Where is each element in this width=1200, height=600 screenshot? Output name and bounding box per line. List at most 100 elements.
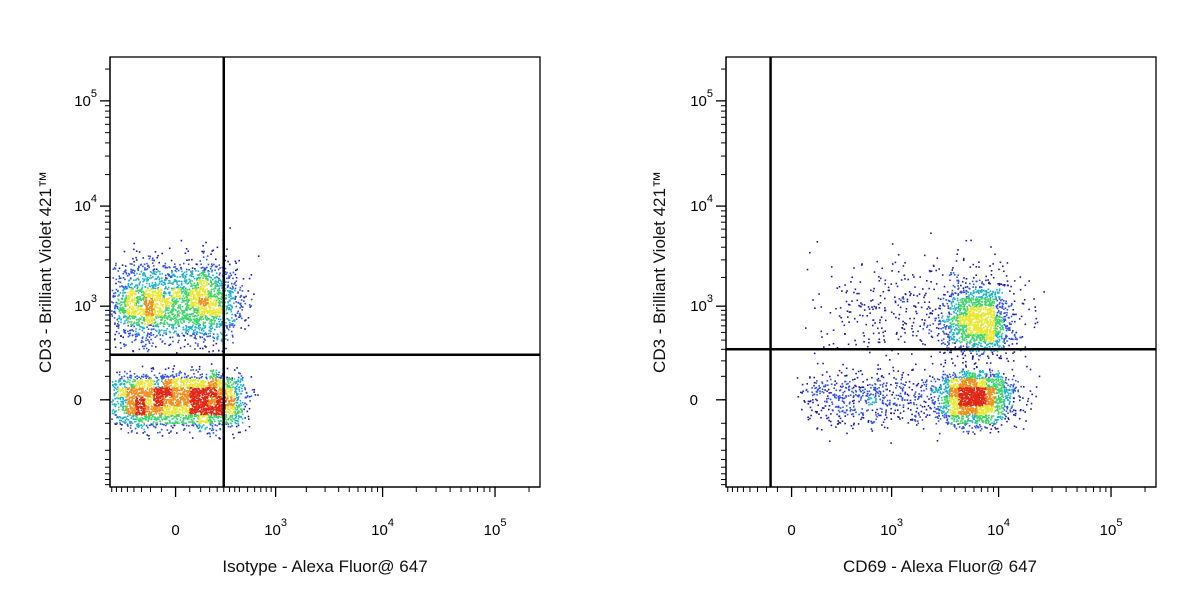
event-dot: [152, 276, 154, 278]
event-dot: [226, 395, 229, 398]
event-dot: [132, 301, 134, 303]
event-dot: [140, 403, 142, 405]
event-dot: [170, 406, 172, 409]
event-dot: [140, 427, 143, 429]
event-dot: [205, 285, 207, 287]
event-dot: [201, 270, 204, 272]
event-dot: [215, 317, 218, 320]
event-dot: [184, 393, 186, 396]
event-dot: [231, 389, 233, 392]
event-dot: [124, 370, 126, 373]
event-dot: [210, 253, 212, 255]
event-dot: [138, 384, 141, 387]
event-dot: [147, 292, 150, 295]
event-dot: [227, 390, 230, 393]
event-dot: [129, 292, 131, 295]
event-dot: [156, 377, 158, 379]
event-dot: [203, 282, 205, 284]
event-dot: [173, 392, 176, 395]
event-dot: [147, 397, 149, 400]
event-dot: [202, 271, 205, 274]
event-dot: [163, 418, 166, 420]
event-dot: [184, 401, 187, 403]
event-dot: [147, 398, 149, 401]
event-dot: [152, 368, 155, 370]
event-dot: [134, 404, 136, 407]
event-dot: [127, 378, 129, 381]
event-dot: [214, 382, 216, 385]
event-dot: [137, 306, 139, 308]
event-dot: [236, 401, 239, 404]
event-dot: [201, 287, 204, 289]
event-dot: [116, 305, 119, 308]
event-dot: [180, 413, 182, 416]
event-dot: [131, 263, 133, 265]
event-dot: [228, 400, 231, 403]
event-dot: [148, 412, 151, 414]
event-dot: [140, 289, 142, 291]
event-dot: [187, 263, 190, 266]
event-dot: [132, 287, 134, 290]
event-dot: [205, 421, 207, 424]
event-dot: [167, 282, 169, 285]
event-dot: [233, 398, 235, 400]
event-dot: [180, 267, 182, 269]
event-dot: [163, 279, 166, 282]
event-dot: [143, 317, 145, 319]
event-dot: [136, 324, 138, 326]
event-dot: [155, 419, 157, 421]
event-dot: [160, 292, 162, 295]
event-dot: [175, 415, 178, 418]
event-dot: [233, 302, 235, 304]
event-dot: [174, 385, 177, 387]
event-dot: [137, 426, 140, 429]
event-dot: [193, 277, 196, 280]
event-dot: [131, 305, 133, 308]
event-dot: [166, 323, 169, 325]
event-dot: [198, 307, 201, 309]
event-dot: [121, 377, 123, 380]
event-dot: [253, 293, 255, 295]
event-dot: [185, 287, 187, 290]
event-dot: [145, 343, 147, 346]
event-dot: [187, 318, 189, 321]
event-dot: [123, 307, 125, 310]
event-dot: [159, 294, 161, 297]
event-dot: [160, 428, 163, 431]
event-dot: [171, 308, 174, 310]
event-dot: [208, 293, 210, 295]
event-dot: [182, 384, 185, 387]
event-dot: [130, 377, 132, 379]
event-dot: [151, 299, 153, 301]
event-dot: [145, 315, 148, 318]
event-dot: [197, 427, 200, 430]
event-dot: [152, 422, 154, 425]
event-dot: [192, 384, 194, 386]
event-dot: [151, 424, 154, 426]
event-dot: [194, 284, 196, 287]
event-dot: [202, 303, 205, 305]
event-dot: [171, 422, 173, 424]
event-dot: [158, 372, 161, 375]
event-dot: [120, 335, 122, 337]
event-dot: [218, 274, 221, 276]
event-dot: [117, 386, 119, 388]
event-dot: [162, 376, 165, 378]
event-dot: [220, 323, 222, 325]
event-dot: [167, 381, 169, 384]
event-dot: [150, 397, 153, 399]
event-dot: [218, 264, 221, 266]
event-dot: [118, 294, 120, 297]
event-dot: [214, 287, 217, 290]
event-dot: [179, 296, 182, 299]
event-dot: [188, 288, 191, 291]
event-dot: [127, 413, 130, 416]
event-dot: [158, 277, 161, 280]
event-dot: [231, 425, 233, 427]
event-dot: [157, 382, 159, 385]
event-dot: [152, 319, 155, 322]
event-dot: [195, 369, 198, 371]
event-dot: [145, 293, 148, 295]
event-dot: [188, 315, 190, 318]
event-dot: [211, 399, 214, 401]
